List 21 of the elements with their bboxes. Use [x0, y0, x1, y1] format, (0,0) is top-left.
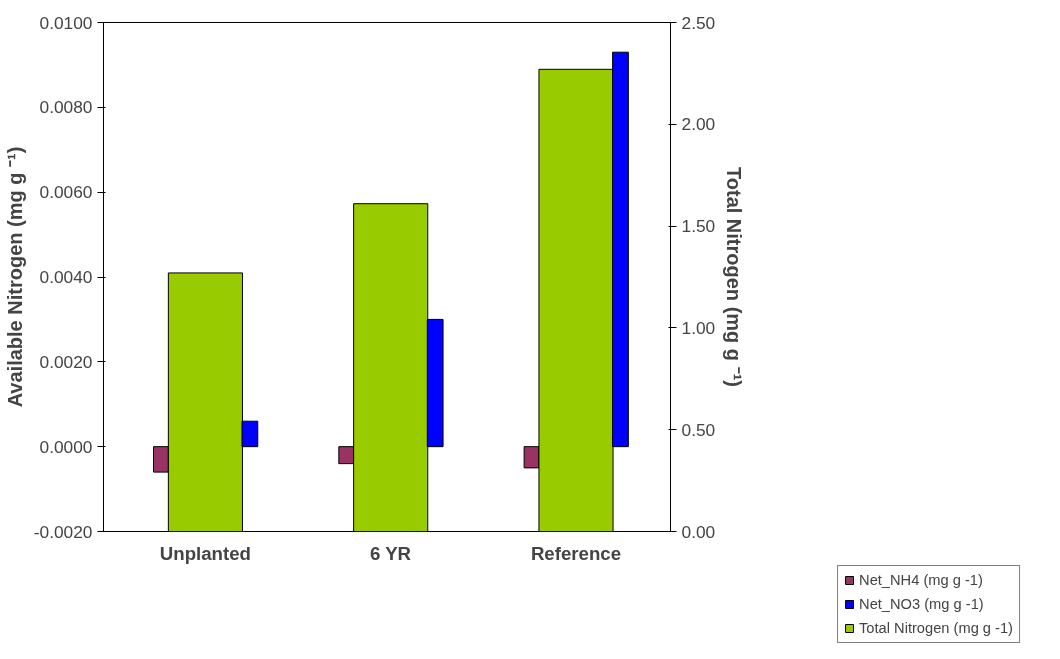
legend-label: Net_NO3 (mg g -1): [859, 596, 984, 612]
legend-label: Total Nitrogen (mg g -1): [859, 620, 1013, 636]
y-tick-label: 0.0020: [39, 351, 93, 372]
y2-tick-label: 1.00: [681, 317, 716, 338]
y-tick-label: 0.0000: [39, 436, 93, 457]
x-tick-label: Reference: [530, 542, 622, 564]
legend-label: Net_NH4 (mg g -1): [859, 572, 983, 588]
y-tick-label: 0.0100: [39, 12, 93, 33]
y-tick-label: 0.0080: [39, 97, 93, 118]
y2-axis-title: Total Nitrogen (mg g ⁻¹): [723, 167, 746, 387]
y2-tick-label: 0.50: [681, 419, 716, 440]
y2-tick-label: 1.50: [681, 216, 716, 237]
x-tick-label: 6 YR: [369, 542, 412, 564]
x-tick-label: Unplanted: [159, 542, 252, 564]
y-tick-label: -0.0020: [33, 521, 93, 542]
y-axis-title: Available Nitrogen (mg g ⁻¹): [3, 146, 26, 408]
y-tick-label: 0.0060: [39, 182, 93, 203]
y2-tick-label: 2.00: [681, 114, 716, 135]
y2-tick-label: 0.00: [681, 521, 716, 542]
y-tick-label: 0.0040: [39, 267, 93, 287]
y2-tick-label: 2.50: [681, 12, 716, 33]
